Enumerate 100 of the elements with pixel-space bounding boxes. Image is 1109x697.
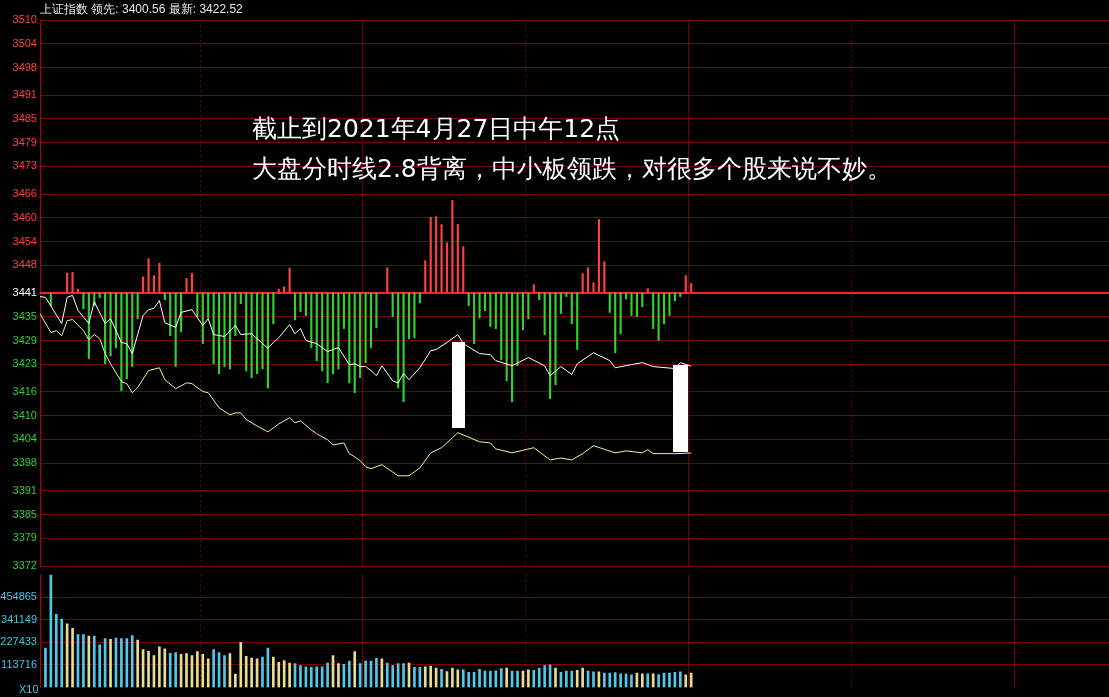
bar: [554, 292, 557, 386]
bar: [359, 292, 362, 378]
bar: [521, 292, 525, 331]
bar: [543, 665, 546, 688]
bar: [630, 674, 633, 688]
bar: [440, 224, 443, 294]
bar: [375, 292, 378, 329]
bar: [429, 217, 432, 294]
bar: [266, 292, 269, 389]
bar: [163, 648, 167, 688]
bar: [402, 292, 405, 403]
bar: [174, 652, 177, 688]
y-tick-label: 3454: [12, 234, 37, 247]
bar: [500, 292, 503, 361]
bar: [326, 292, 329, 384]
y-tick-label: 3491: [12, 88, 37, 101]
bar: [234, 673, 237, 688]
bar: [185, 653, 188, 688]
bar: [353, 651, 357, 688]
bar: [71, 272, 74, 294]
y-axis-title: X10: [19, 683, 39, 695]
bar: [473, 292, 476, 344]
y-tick-label: 3398: [12, 456, 37, 469]
bar: [207, 292, 210, 319]
bar: [391, 292, 394, 318]
bar: [158, 646, 161, 688]
bar: [635, 292, 638, 318]
bar: [54, 614, 58, 688]
bar: [142, 276, 145, 294]
y-tick-label: 3379: [12, 531, 37, 544]
bar: [185, 278, 188, 294]
bar: [445, 242, 449, 294]
bar: [543, 292, 546, 336]
y-tick-label: 3429: [12, 333, 37, 346]
y-tick-label: 3372: [12, 559, 37, 572]
bar: [657, 674, 660, 688]
bar: [668, 292, 671, 316]
y-tick-label: 3385: [12, 507, 37, 520]
bar: [261, 292, 264, 370]
bar: [581, 273, 584, 294]
bar: [646, 288, 649, 294]
bar: [435, 216, 438, 294]
bar: [413, 667, 416, 688]
bar: [630, 292, 633, 316]
bar: [483, 292, 487, 312]
bar: [684, 674, 688, 688]
bar: [130, 635, 134, 688]
bar: [283, 286, 286, 294]
bar: [168, 652, 172, 688]
bar: [576, 292, 579, 350]
bar: [592, 282, 595, 294]
bar: [293, 292, 297, 321]
bar: [440, 669, 443, 688]
bar: [315, 666, 319, 688]
bar: [651, 673, 655, 688]
bar: [136, 292, 139, 320]
bar: [641, 673, 644, 688]
bar: [467, 292, 470, 306]
bar: [136, 639, 140, 688]
bar: [597, 219, 600, 294]
annotation: 大盘分时线2.8背离，中小板领跌，对很多个股来说不妙。: [252, 153, 892, 185]
bar: [402, 663, 405, 688]
y-tick-label: 3448: [12, 258, 37, 271]
bar: [505, 292, 508, 382]
bar: [619, 292, 622, 335]
bar: [217, 292, 221, 375]
y-tick-label: 3423: [12, 357, 37, 370]
bar: [413, 292, 416, 339]
bar: [342, 292, 345, 329]
bar: [239, 642, 243, 688]
bar: [570, 292, 573, 325]
bar: [559, 292, 563, 314]
bar: [424, 260, 427, 294]
y-tick-label: 3435: [12, 309, 37, 322]
y-tick-label: 341149: [1, 612, 37, 625]
y-tick-label: 3466: [12, 187, 37, 200]
y-tick-label: 3441: [12, 286, 37, 299]
y-tick-label: 227433: [0, 635, 37, 648]
bar: [527, 292, 530, 320]
annotation: 截止到2021年4月27日中午12点: [252, 113, 621, 145]
bar: [71, 627, 74, 688]
bar: [125, 638, 129, 688]
y-tick-label: 3485: [12, 111, 37, 124]
bar: [613, 672, 617, 688]
bar: [478, 292, 481, 319]
bar: [678, 671, 682, 688]
bar: [511, 292, 514, 403]
bar: [364, 292, 367, 363]
bar: [451, 667, 454, 688]
y-tick-label: 3410: [12, 408, 37, 421]
bar: [369, 292, 373, 348]
bar: [337, 292, 340, 370]
bar: [608, 672, 612, 688]
bar: [494, 670, 498, 688]
bar: [250, 657, 253, 688]
bar: [652, 292, 655, 329]
bar: [326, 662, 329, 688]
bar: [690, 283, 693, 294]
bar: [603, 261, 606, 294]
bar: [66, 272, 69, 294]
